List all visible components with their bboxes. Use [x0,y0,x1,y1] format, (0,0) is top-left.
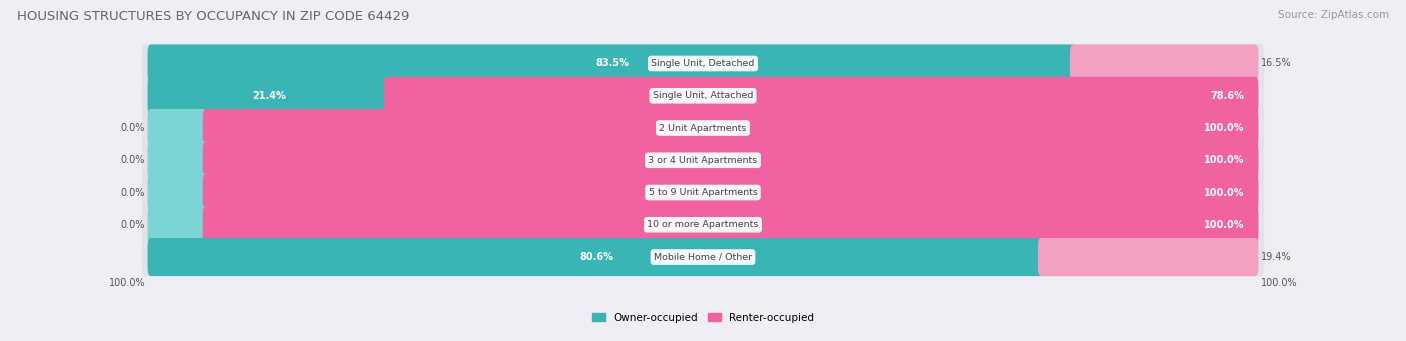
Text: 80.6%: 80.6% [579,252,613,262]
Text: Mobile Home / Other: Mobile Home / Other [654,253,752,262]
Text: 100.0%: 100.0% [1204,188,1244,197]
FancyBboxPatch shape [202,174,1258,211]
FancyBboxPatch shape [142,237,1264,277]
FancyBboxPatch shape [202,206,1258,244]
FancyBboxPatch shape [142,108,1264,148]
Text: 19.4%: 19.4% [1261,252,1291,262]
Text: 10 or more Apartments: 10 or more Apartments [647,220,759,229]
Text: 78.6%: 78.6% [1211,91,1244,101]
Text: 2 Unit Apartments: 2 Unit Apartments [659,123,747,133]
Text: 100.0%: 100.0% [1204,155,1244,165]
Text: 83.5%: 83.5% [595,59,628,69]
Text: Single Unit, Attached: Single Unit, Attached [652,91,754,100]
FancyBboxPatch shape [148,109,209,147]
Text: Single Unit, Detached: Single Unit, Detached [651,59,755,68]
FancyBboxPatch shape [384,77,1258,115]
FancyBboxPatch shape [148,141,209,179]
Text: 5 to 9 Unit Apartments: 5 to 9 Unit Apartments [648,188,758,197]
FancyBboxPatch shape [202,141,1258,179]
Text: 100.0%: 100.0% [1204,220,1244,230]
Text: 0.0%: 0.0% [121,155,145,165]
Text: 0.0%: 0.0% [121,123,145,133]
FancyBboxPatch shape [1070,44,1258,83]
FancyBboxPatch shape [1038,238,1258,276]
FancyBboxPatch shape [142,140,1264,180]
FancyBboxPatch shape [202,109,1258,147]
FancyBboxPatch shape [148,77,389,115]
FancyBboxPatch shape [148,44,1076,83]
Text: 100.0%: 100.0% [1204,123,1244,133]
FancyBboxPatch shape [142,173,1264,212]
Text: 0.0%: 0.0% [121,188,145,197]
Text: 3 or 4 Unit Apartments: 3 or 4 Unit Apartments [648,156,758,165]
Text: 0.0%: 0.0% [121,220,145,230]
Legend: Owner-occupied, Renter-occupied: Owner-occupied, Renter-occupied [588,309,818,327]
Text: 100.0%: 100.0% [1261,278,1298,288]
FancyBboxPatch shape [148,238,1045,276]
Text: 21.4%: 21.4% [252,91,285,101]
FancyBboxPatch shape [142,76,1264,116]
Text: 100.0%: 100.0% [108,278,145,288]
FancyBboxPatch shape [148,206,209,244]
FancyBboxPatch shape [142,205,1264,244]
FancyBboxPatch shape [148,174,209,211]
FancyBboxPatch shape [142,44,1264,83]
Text: 16.5%: 16.5% [1261,59,1292,69]
Text: Source: ZipAtlas.com: Source: ZipAtlas.com [1278,10,1389,20]
Text: HOUSING STRUCTURES BY OCCUPANCY IN ZIP CODE 64429: HOUSING STRUCTURES BY OCCUPANCY IN ZIP C… [17,10,409,23]
